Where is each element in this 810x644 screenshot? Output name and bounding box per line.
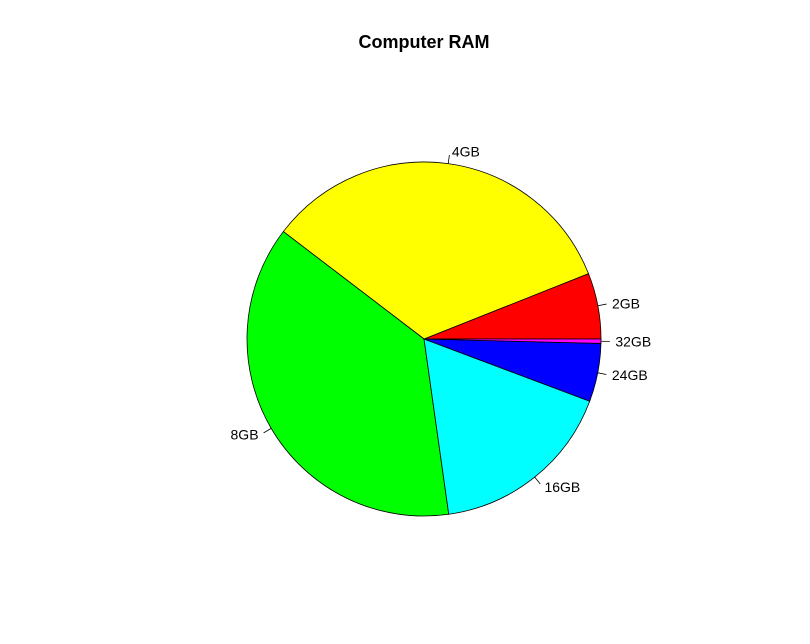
chart-title: Computer RAM <box>359 32 490 52</box>
pie-label-16gb: 16GB <box>544 479 580 495</box>
pie-label-tick-2gb <box>597 303 607 307</box>
pie-label-4gb: 4GB <box>452 143 480 159</box>
pie-slices <box>246 161 602 517</box>
pie-label-8gb: 8GB <box>231 427 259 443</box>
pie-label-32gb: 32GB <box>615 333 651 349</box>
pie-label-tick-16gb <box>534 476 541 485</box>
pie-slice-16gb <box>423 338 591 515</box>
pie-label-tick-4gb <box>447 154 450 164</box>
pie-label-24gb: 24GB <box>612 367 648 383</box>
pie-slice-4gb <box>282 161 590 340</box>
pie-label-tick-8gb <box>263 428 272 434</box>
pie-labels: 2GB 4GB 8GB 16GB 24GB 32GB <box>231 143 652 494</box>
pie-label-tick-24gb <box>597 372 607 375</box>
pie-label-2gb: 2GB <box>612 295 640 311</box>
